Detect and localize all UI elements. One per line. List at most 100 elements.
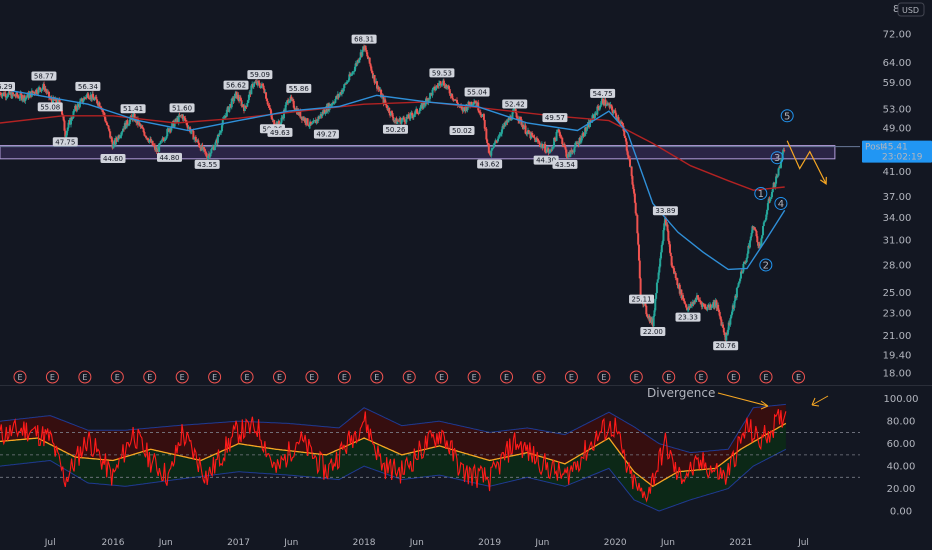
high-label: 56.34 — [78, 83, 99, 91]
candle-body — [460, 105, 463, 108]
candle-body — [24, 97, 27, 102]
high-label-box — [120, 104, 146, 114]
candle-body — [776, 175, 779, 178]
candle-body — [207, 156, 210, 160]
oscillator-tick: 80.00 — [887, 417, 916, 428]
earnings-marker: E — [407, 373, 412, 382]
candle-body — [668, 240, 671, 245]
candle-body — [12, 92, 15, 95]
candle-body — [414, 110, 417, 115]
candle-body — [511, 112, 514, 120]
candle-body — [558, 129, 560, 132]
low-label: 44.30 — [536, 157, 556, 165]
candle-body — [626, 150, 629, 155]
candle-body — [669, 252, 672, 257]
candle-body — [72, 111, 75, 118]
earnings-marker: E — [569, 373, 574, 382]
earnings-marker: E — [601, 373, 606, 382]
candle-body — [685, 304, 688, 308]
high-label-box — [542, 113, 568, 123]
candle-body — [722, 327, 725, 333]
candle-body — [725, 332, 728, 341]
earnings-marker: E — [147, 373, 152, 382]
candle-body — [317, 116, 320, 121]
candle-body — [119, 135, 122, 137]
candle-body — [321, 112, 324, 117]
candle-body — [214, 142, 217, 148]
candle-body — [662, 230, 665, 242]
candle-body — [739, 278, 742, 282]
candle-body — [144, 135, 147, 137]
candle-body — [625, 141, 628, 151]
candle-body — [487, 142, 490, 144]
candle-body — [759, 245, 762, 247]
candle-body — [630, 166, 633, 177]
candle-body — [417, 113, 420, 115]
candle-body — [715, 300, 718, 309]
candle-body — [485, 128, 488, 140]
low-label: 49.63 — [270, 129, 290, 137]
candle-body — [553, 137, 556, 147]
candle-body — [734, 295, 737, 301]
oscillator-panel[interactable]: Divergence — [0, 386, 860, 512]
candle-body — [358, 59, 361, 63]
price-tick: 37.00 — [883, 192, 912, 203]
candle-body — [398, 120, 401, 122]
candle-body — [338, 94, 341, 97]
candle-body — [654, 298, 657, 311]
candle-body — [219, 132, 222, 134]
candle-body — [762, 226, 765, 236]
candle-body — [419, 108, 422, 111]
candle-body — [262, 85, 265, 90]
candle-body — [186, 125, 189, 129]
candle-body — [330, 104, 333, 106]
price-axis[interactable]: 72.0064.0059.0053.0049.0045.0041.0037.00… — [862, 29, 932, 380]
earnings-icon — [143, 370, 157, 384]
candle-body — [632, 184, 635, 190]
candle-body — [158, 143, 161, 145]
candle-body — [748, 240, 751, 248]
candle-body — [307, 124, 310, 127]
price-tick: 41.00 — [883, 167, 912, 178]
candle-body — [76, 104, 79, 110]
candle-body — [522, 127, 525, 130]
time-axis[interactable]: Jul 2016 Jun 2017 Jun 2018 Jun 2019 Jun 2020 Jun 20… — [44, 538, 809, 548]
candle-body — [105, 122, 108, 125]
candle-body — [324, 113, 327, 114]
candle-body — [756, 236, 759, 243]
candle-body — [621, 123, 624, 126]
candle-body — [519, 116, 522, 120]
time-tick: 2019 — [478, 538, 501, 548]
low-label: 49.27 — [316, 131, 336, 139]
candle-body — [438, 83, 441, 86]
candle-body — [407, 114, 410, 119]
candle-body — [416, 108, 419, 114]
candle-body — [304, 118, 307, 123]
candle-body — [637, 233, 640, 245]
candle-body — [164, 138, 167, 140]
candle-body — [203, 148, 206, 152]
candle-body — [585, 128, 588, 132]
high-label-box — [223, 80, 249, 90]
candle-body — [308, 125, 311, 127]
candle-body — [491, 147, 494, 149]
candle-body — [680, 289, 683, 299]
candle-body — [439, 81, 442, 86]
price-tick: 31.00 — [883, 236, 912, 247]
candle-body — [563, 144, 566, 147]
candle-body — [657, 272, 660, 280]
price-panel[interactable]: 56.29 58.77 56.34 51.41 51.60 56.62 59.09 55.86… — [0, 34, 860, 351]
candle-body — [50, 97, 53, 101]
candle-body — [460, 107, 463, 109]
high-label: 58.77 — [34, 72, 54, 80]
earnings-icon — [662, 370, 676, 384]
candle-body — [670, 256, 673, 266]
currency-badge[interactable] — [897, 2, 925, 17]
candle-body — [747, 245, 750, 254]
low-label-box — [37, 102, 63, 112]
candle-body — [21, 95, 24, 101]
oscillator-axis[interactable]: 100.00 80.00 60.00 40.00 20.00 0.00 — [884, 394, 919, 517]
candle-body — [101, 109, 104, 112]
candle-body — [631, 176, 634, 185]
